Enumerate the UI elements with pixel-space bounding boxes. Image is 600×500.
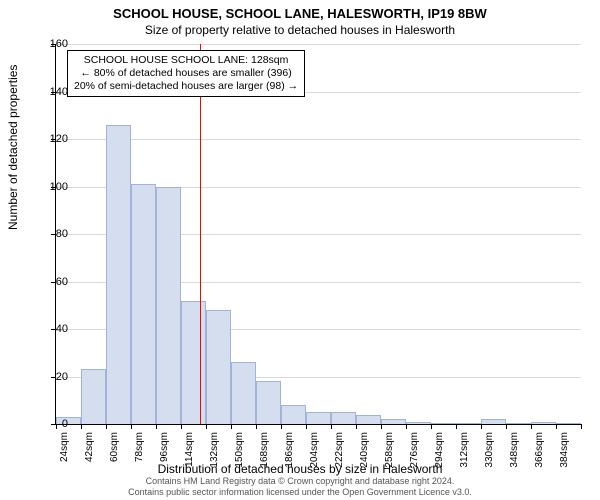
histogram-bar [381,419,406,424]
info-box-line: ← 80% of detached houses are smaller (39… [74,67,298,80]
x-tick [306,424,307,429]
x-tick-label: 204sqm [309,432,320,472]
y-tick-label: 160 [38,38,68,50]
histogram-bar [256,381,281,424]
x-tick-label: 114sqm [184,432,195,472]
y-axis-label: Number of detached properties [6,65,20,230]
chart-title: SCHOOL HOUSE, SCHOOL LANE, HALESWORTH, I… [0,0,600,21]
x-tick [356,424,357,429]
chart-container: SCHOOL HOUSE, SCHOOL LANE, HALESWORTH, I… [0,0,600,500]
x-tick [506,424,507,429]
histogram-bar [431,423,456,424]
y-tick-label: 40 [38,323,68,335]
footer-text: Contains HM Land Registry data © Crown c… [0,476,600,499]
x-tick-label: 42sqm [84,432,95,472]
histogram-bar [306,412,331,424]
x-tick [281,424,282,429]
grid-line [56,139,581,140]
x-tick [331,424,332,429]
histogram-bar [206,310,231,424]
footer-line-1: Contains HM Land Registry data © Crown c… [0,476,600,487]
x-tick-label: 60sqm [109,432,120,472]
footer-line-2: Contains public sector information licen… [0,487,600,498]
info-box: SCHOOL HOUSE SCHOOL LANE: 128sqm← 80% of… [67,50,305,97]
histogram-bar [156,187,181,425]
x-tick-label: 96sqm [159,432,170,472]
x-tick [556,424,557,429]
histogram-bar [356,415,381,425]
x-tick [581,424,582,429]
histogram-bar [506,423,531,424]
x-tick-label: 24sqm [59,432,70,472]
y-tick-label: 60 [38,276,68,288]
y-tick-label: 120 [38,133,68,145]
histogram-bar [331,412,356,424]
y-tick-label: 100 [38,181,68,193]
x-tick-label: 384sqm [559,432,570,472]
x-tick [181,424,182,429]
y-tick-label: 140 [38,86,68,98]
histogram-bar [231,362,256,424]
x-tick [156,424,157,429]
histogram-bar [81,369,106,424]
x-tick [531,424,532,429]
x-tick [456,424,457,429]
x-tick [481,424,482,429]
x-tick-label: 150sqm [234,432,245,472]
x-tick [81,424,82,429]
histogram-bar [281,405,306,424]
y-tick-label: 20 [38,371,68,383]
x-tick [131,424,132,429]
x-tick-label: 222sqm [334,432,345,472]
x-tick [406,424,407,429]
x-tick-label: 348sqm [509,432,520,472]
info-box-line: 20% of semi-detached houses are larger (… [74,80,298,93]
histogram-bar [456,423,481,424]
x-tick-label: 330sqm [484,432,495,472]
histogram-bar [131,184,156,424]
x-tick [106,424,107,429]
x-tick [231,424,232,429]
y-tick-label: 0 [38,418,68,430]
x-tick-label: 258sqm [384,432,395,472]
x-tick-label: 276sqm [409,432,420,472]
histogram-bar [481,419,506,424]
plot-area [55,44,581,425]
y-tick-label: 80 [38,228,68,240]
histogram-bar [406,422,431,424]
histogram-bar [531,422,556,424]
marker-line [200,44,201,424]
histogram-bar [106,125,131,424]
grid-line [56,44,581,45]
x-tick [206,424,207,429]
histogram-bar [181,301,206,425]
x-tick [381,424,382,429]
x-tick-label: 366sqm [534,432,545,472]
x-tick-label: 186sqm [284,432,295,472]
x-tick-label: 132sqm [209,432,220,472]
x-tick-label: 78sqm [134,432,145,472]
histogram-bar [556,423,581,424]
x-tick-label: 312sqm [459,432,470,472]
x-tick-label: 168sqm [259,432,270,472]
x-tick [256,424,257,429]
x-tick-label: 294sqm [434,432,445,472]
x-tick [431,424,432,429]
info-box-line: SCHOOL HOUSE SCHOOL LANE: 128sqm [74,54,298,67]
chart-subtitle: Size of property relative to detached ho… [0,21,600,37]
x-tick-label: 240sqm [359,432,370,472]
